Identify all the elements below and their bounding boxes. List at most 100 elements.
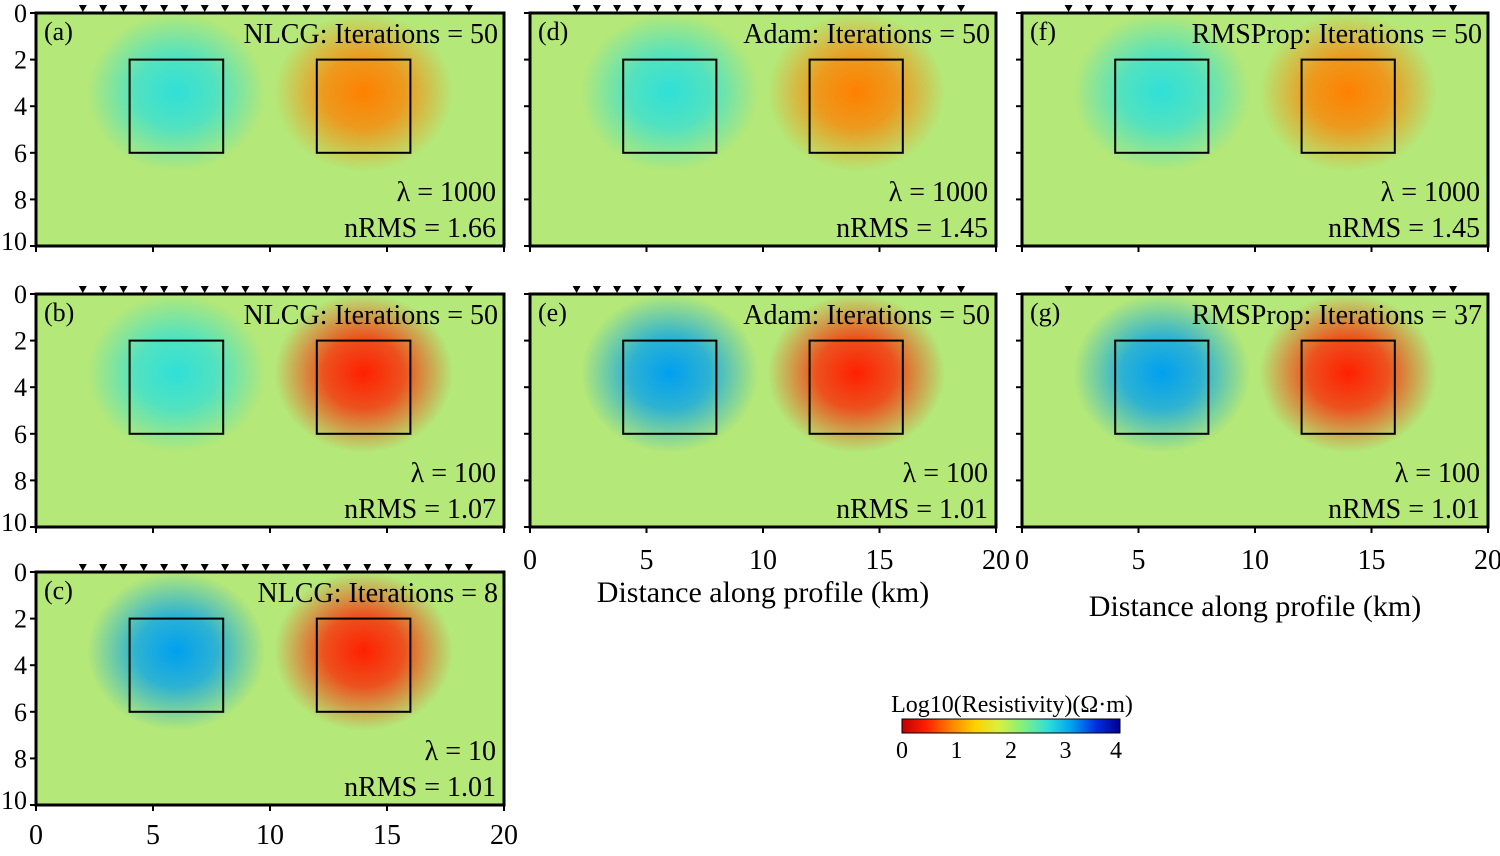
station-marker bbox=[1064, 286, 1073, 293]
true-model-box bbox=[128, 617, 225, 713]
station-marker bbox=[1428, 5, 1437, 12]
resistivity-anomaly bbox=[274, 13, 453, 172]
station-marker bbox=[673, 286, 682, 293]
panel-title: NLCG: Iterations = 50 bbox=[243, 19, 498, 50]
true-model-box bbox=[1114, 339, 1210, 435]
station-marker bbox=[1307, 286, 1316, 293]
station-marker bbox=[221, 564, 230, 571]
station-marker bbox=[572, 5, 581, 12]
station-marker bbox=[1186, 286, 1195, 293]
x-tick-label: 5 bbox=[146, 820, 160, 851]
station-marker bbox=[1145, 286, 1154, 293]
panel-c: 0 2 4 6 8 10 (c) NLCG: Iterations = 8 λ = 10 nRMS… bbox=[1, 558, 506, 815]
station-marker bbox=[78, 286, 87, 293]
station-marker bbox=[734, 5, 743, 12]
y-tick-label: 4 bbox=[14, 92, 27, 121]
station-marker bbox=[1388, 5, 1397, 12]
resistivity-anomaly bbox=[87, 13, 266, 172]
y-tick-label: 2 bbox=[14, 327, 27, 356]
nrms-label: nRMS = 1.01 bbox=[1328, 494, 1480, 525]
station-marker bbox=[1246, 5, 1255, 12]
station-marker bbox=[261, 5, 270, 12]
nrms-label: nRMS = 1.66 bbox=[344, 213, 496, 244]
station-marker bbox=[403, 564, 412, 571]
station-marker bbox=[160, 564, 169, 571]
panel-letter: (a) bbox=[44, 17, 73, 46]
station-marker bbox=[1449, 5, 1458, 12]
x-tick-label: 15 bbox=[866, 545, 894, 576]
station-marker bbox=[1064, 5, 1073, 12]
resistivity-anomaly bbox=[1073, 294, 1251, 453]
station-marker bbox=[1408, 286, 1417, 293]
station-marker bbox=[342, 286, 351, 293]
true-model-box bbox=[128, 58, 225, 154]
station-marker bbox=[653, 286, 662, 293]
station-marker bbox=[1145, 5, 1154, 12]
colorbar-tick: 2 bbox=[1005, 738, 1017, 764]
anomaly-layer bbox=[581, 294, 945, 453]
station-marker bbox=[180, 564, 189, 571]
panel-letter: (g) bbox=[1030, 298, 1060, 327]
x-axis-title: Distance along profile (km) bbox=[1089, 590, 1421, 623]
station-marker bbox=[957, 5, 966, 12]
station-marker bbox=[342, 564, 351, 571]
station-marker bbox=[139, 286, 148, 293]
colorbar: Log10(Resistivity)(Ω·m) 0 1 2 3 4 bbox=[891, 692, 1133, 764]
station-marker bbox=[613, 286, 622, 293]
y-tick-label: 0 bbox=[14, 0, 27, 28]
true-model-box bbox=[1300, 339, 1396, 435]
station-marker bbox=[876, 5, 885, 12]
x-tick-label: 0 bbox=[29, 820, 43, 851]
station-marker bbox=[99, 286, 108, 293]
lambda-label: λ = 100 bbox=[1395, 458, 1480, 489]
colorbar-tick: 3 bbox=[1060, 738, 1072, 764]
panel-title: RMSProp: Iterations = 50 bbox=[1192, 19, 1482, 50]
station-marker bbox=[241, 564, 250, 571]
station-marker bbox=[1347, 286, 1356, 293]
station-marker bbox=[896, 286, 905, 293]
x-tick-label: 20 bbox=[490, 820, 518, 851]
station-marker bbox=[572, 286, 581, 293]
station-marker bbox=[1186, 5, 1195, 12]
station-marker bbox=[876, 286, 885, 293]
station-marker bbox=[1206, 286, 1215, 293]
station-marker bbox=[815, 5, 824, 12]
station-marker bbox=[1347, 5, 1356, 12]
station-marker bbox=[774, 5, 783, 12]
station-marker bbox=[302, 5, 311, 12]
panel-f: (f) RMSProp: Iterations = 50 λ = 1000 nRMS … bbox=[1016, 5, 1490, 252]
station-marker bbox=[1327, 5, 1336, 12]
resistivity-anomaly bbox=[1259, 294, 1437, 453]
station-marker bbox=[1226, 5, 1235, 12]
true-model-box bbox=[315, 58, 412, 154]
station-marker bbox=[403, 5, 412, 12]
station-marker bbox=[180, 286, 189, 293]
station-marker bbox=[342, 5, 351, 12]
y-tick-label: 4 bbox=[14, 373, 27, 402]
station-marker bbox=[1084, 5, 1093, 12]
anomaly-layer bbox=[1073, 294, 1437, 453]
station-marker bbox=[1368, 5, 1377, 12]
station-marker bbox=[424, 5, 433, 12]
station-marker bbox=[383, 286, 392, 293]
station-marker bbox=[200, 286, 209, 293]
resistivity-anomaly bbox=[1073, 13, 1251, 172]
station-marker bbox=[302, 286, 311, 293]
resistivity-anomaly bbox=[274, 572, 453, 731]
resistivity-anomaly bbox=[767, 294, 945, 453]
station-marker bbox=[363, 286, 372, 293]
x-tick-label: 10 bbox=[256, 820, 284, 851]
anomaly-layer bbox=[87, 294, 453, 453]
x-tick-label: 10 bbox=[749, 545, 777, 576]
y-tick-label: 8 bbox=[14, 466, 27, 495]
panel-a: 0 2 4 6 8 10 (a) NLCG: Iterations = 50 λ = 1000 n… bbox=[1, 0, 506, 256]
resistivity-anomaly bbox=[767, 13, 945, 172]
station-marker bbox=[774, 286, 783, 293]
true-model-box bbox=[1300, 58, 1396, 154]
station-marker bbox=[1125, 5, 1134, 12]
station-marker bbox=[592, 286, 601, 293]
station-marker bbox=[1428, 286, 1437, 293]
